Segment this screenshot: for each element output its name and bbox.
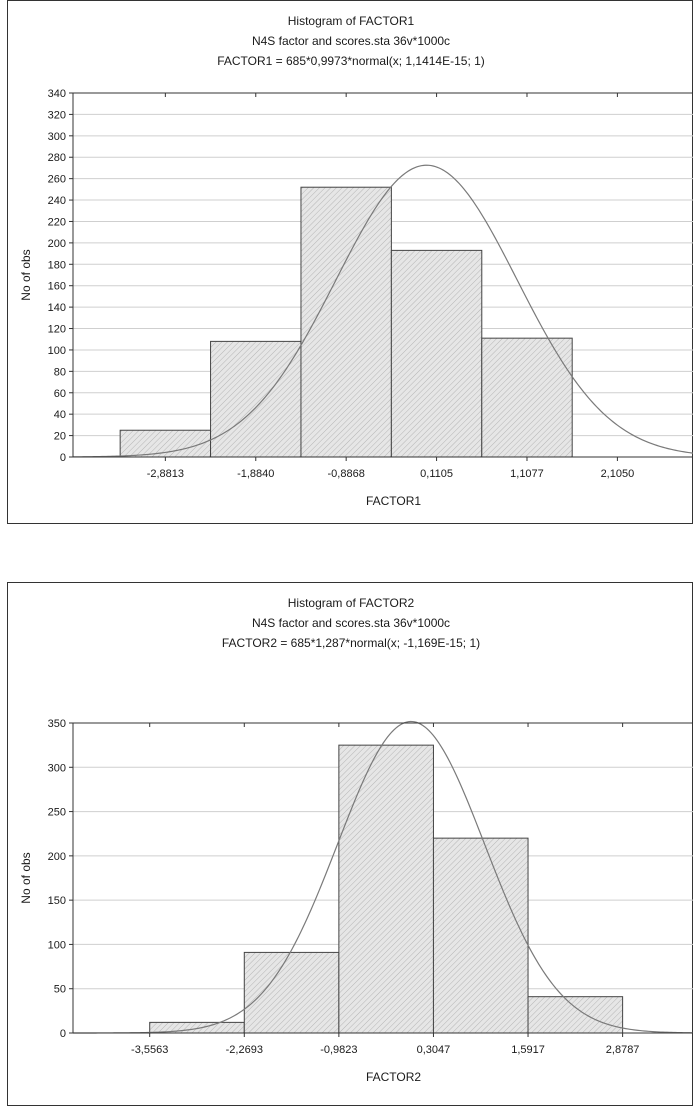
y-tick-label: 100 <box>48 345 66 357</box>
y-axis-title: No of obs <box>19 852 33 903</box>
chart-title-block: Histogram of FACTOR1 N4S factor and scor… <box>8 11 693 71</box>
y-tick-label: 240 <box>48 195 66 207</box>
y-tick-label: 320 <box>48 109 66 121</box>
y-tick-label: 300 <box>48 131 66 143</box>
fit-formula: FACTOR1 = 685*0,9973*normal(x; 1,1414E-1… <box>217 54 485 68</box>
histogram-bar <box>390 249 483 458</box>
y-tick-label: 120 <box>48 324 66 336</box>
chart-subtitle: N4S factor and scores.sta 36v*1000c <box>251 34 451 48</box>
y-tick-label: 280 <box>48 152 66 164</box>
x-tick-label: -1,8840 <box>237 468 274 480</box>
y-tick-label: 60 <box>54 388 66 400</box>
histogram-bar <box>210 340 302 458</box>
y-tick-label: 220 <box>48 216 66 228</box>
histogram-bar <box>243 951 340 1034</box>
histogram-bar <box>481 337 573 458</box>
y-tick-label: 200 <box>48 238 66 250</box>
x-tick-label: 1,5917 <box>511 1044 545 1056</box>
x-tick-label: 2,8787 <box>606 1044 640 1056</box>
y-tick-label: 180 <box>48 259 66 271</box>
x-tick-label: -0,9823 <box>320 1044 357 1056</box>
x-axis-title: FACTOR2 <box>366 1070 421 1084</box>
histogram-bar <box>432 837 529 1034</box>
y-tick-label: 350 <box>48 718 66 730</box>
y-tick-label: 20 <box>54 431 66 443</box>
x-tick-label: 1,1077 <box>510 468 544 480</box>
y-tick-label: 140 <box>48 302 66 314</box>
bars <box>119 186 573 458</box>
bars <box>149 744 624 1034</box>
axes: 0 50 100 150 200 250 300 350 -3,5563 -2,2693 -0,98… <box>48 718 693 1056</box>
histogram-bar <box>338 744 434 1034</box>
x-tick-label: -0,8868 <box>328 468 365 480</box>
histogram-chart-factor2: 0 50 100 150 200 250 300 350 -3,5563 -2,2693 -0,98… <box>19 718 693 1084</box>
x-tick-label: 0,1105 <box>420 468 453 480</box>
fit-formula: FACTOR2 = 685*1,287*normal(x; -1,169E-15… <box>221 636 481 650</box>
x-tick-label: -2,2693 <box>226 1044 263 1056</box>
x-tick-label: 0,3047 <box>417 1044 451 1056</box>
y-tick-label: 200 <box>48 851 66 863</box>
histogram-chart-factor1: 0 20 40 60 80 100 120 140 160 180 200 220 240 260 280 3… <box>19 88 693 508</box>
y-tick-label: 50 <box>54 984 66 996</box>
chart-title: Histogram of FACTOR2 <box>287 596 415 610</box>
normal-fit-curve <box>72 164 693 458</box>
y-tick-label: 160 <box>48 281 66 293</box>
y-tick-label: 260 <box>48 174 66 186</box>
y-tick-label: 300 <box>48 762 66 774</box>
y-tick-label: 0 <box>60 452 66 464</box>
chart-title-block: Histogram of FACTOR2 N4S factor and scor… <box>8 593 693 653</box>
x-tick-label: 2,1050 <box>601 468 635 480</box>
x-tick-label: -2,8813 <box>147 468 184 480</box>
y-tick-label: 150 <box>48 895 66 907</box>
y-tick-label: 0 <box>60 1028 66 1040</box>
axes: 0 20 40 60 80 100 120 140 160 180 200 220 240 260 280 3… <box>48 88 693 480</box>
y-tick-label: 340 <box>48 88 66 100</box>
histogram-panel-factor2: Histogram of FACTOR2 N4S factor and scor… <box>7 582 693 1106</box>
y-axis-title: No of obs <box>19 249 33 300</box>
x-tick-label: -3,5563 <box>131 1044 168 1056</box>
chart-subtitle: N4S factor and scores.sta 36v*1000c <box>251 616 451 630</box>
histogram-panel-factor1: Histogram of FACTOR1 N4S factor and scor… <box>7 0 693 524</box>
normal-fit-curve <box>73 720 693 1034</box>
y-tick-label: 80 <box>54 366 66 378</box>
histogram-bar <box>527 996 624 1034</box>
y-tick-label: 250 <box>48 807 66 819</box>
x-axis-title: FACTOR1 <box>366 494 421 508</box>
chart-title: Histogram of FACTOR1 <box>287 14 415 28</box>
y-tick-label: 100 <box>48 939 66 951</box>
y-tick-label: 40 <box>54 409 66 421</box>
